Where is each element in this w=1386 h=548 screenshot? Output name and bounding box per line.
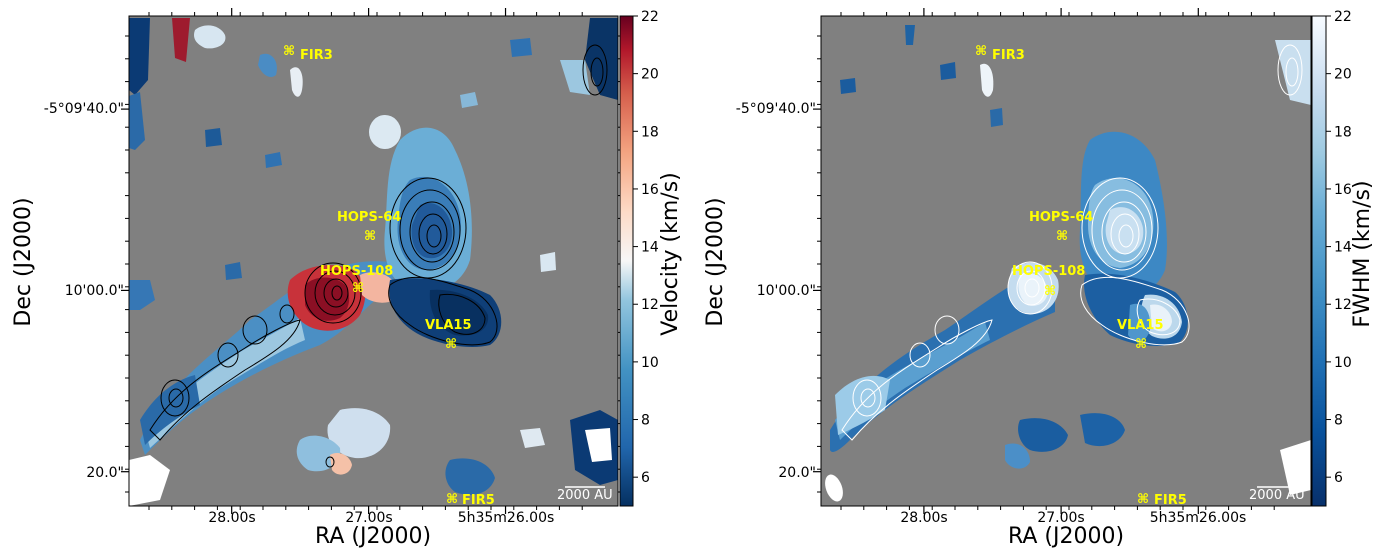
colorbar-title: FWHM (km/s) xyxy=(1350,180,1375,327)
contours xyxy=(149,44,608,468)
source-marker-symbol: ⌘ xyxy=(364,229,376,244)
colorbar-tick-label: 16 xyxy=(1334,182,1352,198)
colorbar xyxy=(619,15,634,507)
source-marker-symbol: ⌘ xyxy=(975,44,987,59)
y-tick-label: -5°09'40.0" xyxy=(44,101,124,117)
colorbar-tick-label: 20 xyxy=(1334,67,1352,83)
colorbar-ticks: 6 8 10 12 14 16 18 20 22 xyxy=(633,9,659,486)
x-tick-label: 27.00s xyxy=(345,510,392,526)
source-label-vla15: VLA15 xyxy=(1117,318,1164,333)
source-label-vla15: VLA15 xyxy=(425,318,472,333)
source-label-fir3: FIR3 xyxy=(992,48,1025,63)
source-markers: ⌘ FIR3 HOPS-64 ⌘ HOPS-108 ⌘ VLA15 ⌘ ⌘ FI… xyxy=(975,44,1187,508)
x-axis-title: RA (J2000) xyxy=(315,524,431,548)
source-markers: ⌘ FIR3 HOPS-64 ⌘ HOPS-108 ⌘ VLA15 ⌘ ⌘ FI… xyxy=(283,44,495,508)
source-label-hops-64: HOPS-64 xyxy=(337,210,401,225)
x-tick-label: 5h35m26.00s xyxy=(1150,510,1247,526)
colorbar-tick-label: 16 xyxy=(641,182,659,198)
source-label-hops-64: HOPS-64 xyxy=(1029,210,1093,225)
x-axis-title: RA (J2000) xyxy=(1008,524,1124,548)
contours xyxy=(841,44,1303,441)
x-tick-label: 28.00s xyxy=(208,510,255,526)
colorbar-ticks: 6 8 10 12 14 16 18 20 22 xyxy=(1326,9,1352,486)
colorbar-tick-label: 18 xyxy=(1334,124,1352,140)
y-tick-label: 20.0" xyxy=(86,465,124,481)
y-tick-label: 10'00.0" xyxy=(65,283,124,299)
colorbar-tick-label: 10 xyxy=(1334,355,1352,371)
colorbar-tick-label: 20 xyxy=(641,67,659,83)
y-axis-title: Dec (J2000) xyxy=(11,197,36,326)
colorbar-tick-label: 14 xyxy=(1334,240,1352,256)
x-tick-label: 28.00s xyxy=(900,510,947,526)
y-axis-title: Dec (J2000) xyxy=(703,197,728,326)
source-label-fir5: FIR5 xyxy=(1154,493,1187,508)
source-label-fir3: FIR3 xyxy=(300,48,333,63)
y-tick-label: 10'00.0" xyxy=(757,283,816,299)
source-marker-symbol: ⌘ xyxy=(1137,492,1149,507)
x-tick-label: 5h35m26.00s xyxy=(458,510,555,526)
colorbar-title: Velocity (km/s) xyxy=(658,172,683,336)
colorbar-tick-label: 12 xyxy=(641,297,659,313)
axis-ticks xyxy=(121,8,622,514)
map-background xyxy=(821,16,1311,506)
beam-ellipse xyxy=(134,474,152,502)
fwhm-map xyxy=(825,25,1311,502)
source-marker-symbol: ⌘ xyxy=(1135,337,1147,352)
colorbar-tick-label: 6 xyxy=(641,470,650,486)
right-panel: 2000 AU ⌘ FIR3 HOPS-64 ⌘ HOPS-108 ⌘ VLA1… xyxy=(703,8,1375,548)
source-label-hops-108: HOPS-108 xyxy=(1012,264,1085,279)
y-tick-label: 20.0" xyxy=(778,465,816,481)
source-marker-symbol: ⌘ xyxy=(445,337,457,352)
colorbar-tick-label: 12 xyxy=(1334,297,1352,313)
y-tick-label: -5°09'40.0" xyxy=(736,101,816,117)
plot-frame xyxy=(820,15,1312,507)
colorbar-tick-label: 18 xyxy=(641,124,659,140)
source-marker-symbol: ⌘ xyxy=(352,281,364,296)
scale-bar-label: 2000 AU xyxy=(557,488,613,503)
source-marker-symbol: ⌘ xyxy=(283,44,295,59)
colorbar-tick-label: 6 xyxy=(1334,470,1343,486)
plot-frame xyxy=(128,15,619,507)
colorbar xyxy=(1311,15,1327,507)
source-label-hops-108: HOPS-108 xyxy=(320,264,393,279)
source-marker-symbol: ⌘ xyxy=(1056,229,1068,244)
left-panel: 2000 AU ⌘ FIR3 HOPS-64 ⌘ HOPS-108 ⌘ VLA1… xyxy=(11,8,683,548)
colorbar-tick-label: 8 xyxy=(1334,413,1343,429)
beam-ellipse xyxy=(825,474,843,502)
source-marker-symbol: ⌘ xyxy=(1044,284,1056,299)
velocity-map xyxy=(129,18,618,506)
colorbar-tick-label: 22 xyxy=(1334,9,1352,25)
x-tick-label: 27.00s xyxy=(1037,510,1084,526)
colorbar-tick-label: 10 xyxy=(641,355,659,371)
colorbar-tick-label: 22 xyxy=(641,9,659,25)
scale-bar-label: 2000 AU xyxy=(1249,488,1305,503)
colorbar-tick-label: 14 xyxy=(641,240,659,256)
colorbar-tick-label: 8 xyxy=(641,413,650,429)
source-label-fir5: FIR5 xyxy=(462,493,495,508)
source-marker-symbol: ⌘ xyxy=(446,492,458,507)
